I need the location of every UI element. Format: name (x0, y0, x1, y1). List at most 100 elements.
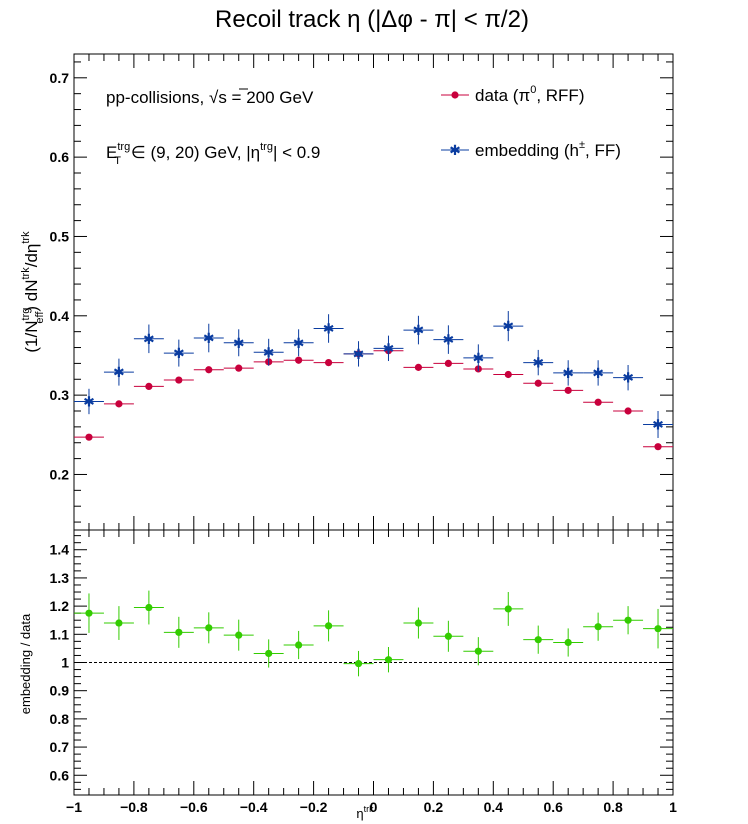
embedding-point: ✱ (173, 346, 185, 362)
bottom-y-tick-label: 0.6 (50, 767, 70, 783)
embedding-point: ✱ (113, 365, 125, 381)
ratio-point (444, 632, 452, 640)
ratio-point (504, 605, 512, 613)
ratio-point (534, 636, 542, 644)
ratio-point (594, 623, 602, 631)
x-tick-label: 0.8 (603, 799, 623, 815)
embedding-point: ✱ (383, 341, 395, 357)
ratio-point (414, 619, 423, 627)
ratio-point (145, 603, 153, 612)
embedding-point: ✱ (293, 336, 305, 352)
data-point (295, 356, 303, 364)
x-tick-label: −1 (66, 799, 82, 815)
x-tick-label: −0.4 (240, 799, 268, 815)
data-point (145, 382, 153, 391)
bottom-panel-frame (73, 529, 674, 796)
embedding-point: ✱ (592, 366, 604, 382)
bottom-y-tick-label: 1 (61, 655, 69, 671)
top-y-tick-label: 0.6 (50, 149, 70, 165)
data-point (205, 366, 213, 374)
top-y-tick-label: 0.5 (50, 228, 70, 244)
top-panel-frame (73, 53, 674, 531)
x-tick-label: 0 (370, 799, 378, 815)
bottom-y-axis-label: embedding / data (18, 613, 33, 714)
bottom-y-tick-label: 0.8 (50, 711, 70, 727)
legend: data (π0, RFF) ✱ embedding (h±, FF) (441, 84, 621, 160)
ratio-point (175, 628, 183, 636)
embedding-point: ✱ (323, 321, 335, 337)
top-y-tick-label: 0.4 (50, 308, 70, 324)
embedding-point: ✱ (652, 417, 664, 433)
top-y-tick-labels: 0.2 0.3 0.4 0.5 0.6 0.7 (50, 70, 70, 483)
embedding-point: ✱ (263, 345, 275, 361)
data-point (414, 363, 423, 371)
ratio-point (265, 649, 273, 658)
annotation-collisions: pp-collisions, √s = 200 GeV (106, 88, 314, 107)
data-point (115, 400, 123, 408)
series-ratio-points (74, 590, 673, 677)
top-y-tick-label: 0.3 (50, 387, 70, 403)
data-point (534, 379, 542, 387)
x-tick-label: −0.6 (180, 799, 208, 815)
ratio-point (564, 638, 572, 647)
top-axis-ticks (73, 54, 674, 530)
bottom-axis-ticks (73, 530, 674, 795)
embedding-point: ✱ (353, 347, 365, 363)
bottom-y-tick-label: 0.9 (50, 683, 70, 699)
data-point (504, 370, 512, 379)
data-point (324, 359, 333, 367)
ratio-point (384, 656, 393, 664)
ratio-point (205, 624, 213, 632)
ratio-point (85, 609, 93, 617)
top-y-axis-label: (1/Ntrg eff) dNtrk/dηtrk (20, 231, 46, 353)
data-point (624, 407, 632, 415)
chart-title: Recoil track η (|Δφ - π| < π/2) (215, 6, 529, 33)
ratio-point (324, 622, 333, 630)
embedding-point: ✱ (532, 356, 544, 372)
bottom-y-tick-label: 1.3 (50, 570, 70, 586)
ratio-point (624, 616, 632, 624)
embedding-point: ✱ (83, 394, 95, 410)
x-tick-labels: −1 −0.8 −0.6 −0.4 −0.2 0 0.2 0.4 0.6 0.8 1 (66, 799, 677, 815)
x-tick-label: 0.4 (484, 799, 504, 815)
legend-embedding-label: embedding (h±, FF) (475, 139, 621, 160)
x-tick-label: 1 (669, 799, 677, 815)
x-tick-label: 0.6 (543, 799, 563, 815)
ratio-point (654, 625, 662, 633)
legend-embedding-marker: ✱ (449, 143, 461, 159)
x-axis-label: ηtrk (356, 804, 374, 821)
data-point (594, 398, 602, 406)
embedding-point: ✱ (472, 351, 484, 367)
embedding-point: ✱ (203, 331, 215, 347)
ratio-point (474, 647, 482, 655)
embedding-point: ✱ (443, 333, 455, 349)
ratio-point (295, 641, 303, 649)
data-point (235, 364, 243, 372)
bottom-y-tick-label: 1.1 (50, 626, 70, 642)
data-point (654, 443, 662, 451)
series-data-points (74, 347, 673, 451)
bottom-y-tick-label: 0.7 (50, 739, 70, 755)
data-point (444, 359, 452, 367)
embedding-point: ✱ (413, 323, 425, 339)
legend-data-label: data (π0, RFF) (475, 84, 584, 105)
embedding-point: ✱ (622, 371, 634, 387)
embedding-point: ✱ (233, 336, 245, 352)
bottom-y-tick-label: 1.4 (50, 542, 70, 558)
bottom-y-tick-label: 1.2 (50, 598, 70, 614)
data-point (85, 433, 93, 441)
top-y-tick-label: 0.2 (50, 466, 70, 482)
bottom-y-tick-labels: 0.6 0.7 0.8 0.9 1 1.1 1.2 1.3 1.4 (50, 542, 70, 784)
embedding-point: ✱ (502, 319, 514, 335)
x-tick-label: 0.2 (424, 799, 444, 815)
embedding-point: ✱ (143, 332, 155, 348)
ratio-point (115, 619, 123, 627)
embedding-point: ✱ (562, 366, 574, 382)
data-point (564, 386, 572, 394)
data-point (175, 376, 183, 384)
top-y-tick-label: 0.7 (50, 70, 70, 86)
x-tick-label: −0.8 (120, 799, 148, 815)
legend-data-marker (451, 91, 459, 99)
